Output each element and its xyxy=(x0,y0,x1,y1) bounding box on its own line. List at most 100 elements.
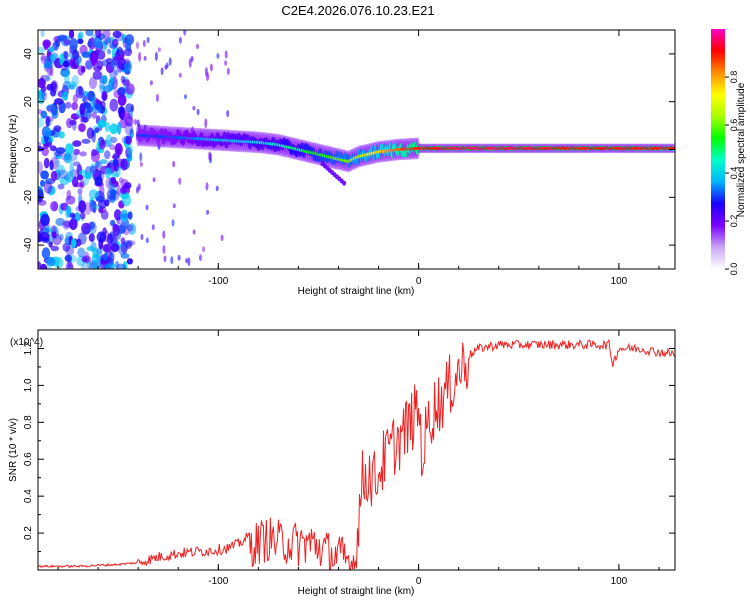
noise-blob xyxy=(196,43,199,50)
colorbar-tick-label: 0.4 xyxy=(729,167,739,180)
noise-blob xyxy=(60,202,69,211)
noise-blob xyxy=(49,54,56,61)
noise-blob xyxy=(196,108,200,116)
noise-blob xyxy=(72,49,80,60)
colorbar-tick-label: 0.6 xyxy=(729,119,739,132)
noise-blob xyxy=(101,75,108,85)
noise-blob xyxy=(146,36,150,44)
noise-blob xyxy=(109,76,114,85)
noise-blob xyxy=(81,116,89,123)
spectrogram-marks xyxy=(38,30,675,269)
noise-blob xyxy=(42,226,53,233)
noise-blob xyxy=(172,160,176,168)
noise-blob xyxy=(38,161,43,174)
noise-blob xyxy=(115,31,124,42)
noise-blob xyxy=(96,60,104,70)
noise-blob xyxy=(38,146,45,152)
noise-blob xyxy=(83,90,89,97)
noise-blob xyxy=(192,106,196,111)
noise-blob xyxy=(40,53,47,64)
noise-blob xyxy=(120,110,130,120)
noise-blob xyxy=(77,38,84,45)
noise-blob xyxy=(80,211,86,220)
noise-blob xyxy=(41,85,47,93)
noise-blob xyxy=(84,202,92,215)
noise-blob xyxy=(139,152,143,162)
noise-blob xyxy=(38,46,45,54)
noise-blob xyxy=(38,141,42,148)
noise-blob xyxy=(107,79,116,91)
noise-blob xyxy=(104,37,112,45)
noise-blob xyxy=(162,245,166,254)
colorbar-tick-label: 0.8 xyxy=(729,71,739,84)
noise-blob xyxy=(96,253,101,263)
spectrogram-y-ticks: -40 -20 0 20 40 xyxy=(23,48,675,252)
colorbar: 0.0 0.2 0.4 0.6 0.8 Normalized spectral ampl… xyxy=(711,29,747,275)
noise-blob xyxy=(78,31,84,40)
noise-blob xyxy=(208,151,212,161)
noise-blob xyxy=(61,91,69,101)
figure-title: C2E4.2026.076.10.23.E21 xyxy=(281,3,434,18)
noise-blob xyxy=(90,150,100,163)
noise-blob xyxy=(126,224,134,232)
noise-blob xyxy=(49,145,57,152)
noise-blob xyxy=(202,246,206,253)
noise-blob xyxy=(51,107,59,119)
noise-blob xyxy=(88,189,99,200)
noise-blob xyxy=(109,78,117,84)
noise-blob xyxy=(114,143,123,156)
noise-blob xyxy=(78,200,87,213)
noise-blob xyxy=(117,94,127,106)
noise-blob xyxy=(50,81,57,91)
noise-blob xyxy=(143,124,147,130)
noise-blob xyxy=(64,74,70,85)
noise-blob xyxy=(110,60,118,69)
noise-blob xyxy=(124,122,134,136)
y-tick-label: 0.6 xyxy=(23,452,34,466)
noise-blob xyxy=(160,67,164,76)
noise-blob xyxy=(38,78,45,86)
noise-blob xyxy=(128,223,137,235)
noise-blob xyxy=(97,119,107,128)
x-tick-label: 0 xyxy=(416,276,422,287)
noise-blob xyxy=(106,188,117,201)
noise-blob xyxy=(112,158,119,166)
noise-blob xyxy=(224,50,228,59)
noise-blob xyxy=(65,171,74,183)
noise-blob xyxy=(109,98,119,112)
noise-blob xyxy=(171,219,175,227)
noise-blob xyxy=(178,36,182,44)
noise-blob xyxy=(53,98,64,105)
y-tick-label: 1.0 xyxy=(23,378,34,392)
noise-blob xyxy=(94,127,100,133)
noise-blob xyxy=(42,39,51,48)
noise-blob xyxy=(209,63,213,72)
y-tick-label: 0 xyxy=(23,146,34,152)
noise-blob xyxy=(57,34,68,42)
noise-blob xyxy=(58,131,65,139)
noise-blob xyxy=(54,159,61,166)
noise-blob xyxy=(157,143,161,150)
noise-blob xyxy=(63,51,69,60)
noise-blob xyxy=(136,41,139,50)
noise-blob xyxy=(39,263,48,269)
noise-blob xyxy=(163,255,167,263)
noise-blob xyxy=(50,201,58,212)
noise-blob xyxy=(38,232,43,243)
noise-blob xyxy=(65,101,72,109)
noise-blob xyxy=(149,80,153,86)
noise-blob xyxy=(224,60,228,66)
noise-blob xyxy=(65,261,74,269)
noise-blob xyxy=(63,220,71,228)
noise-blob xyxy=(94,104,101,111)
noise-blob xyxy=(162,230,166,239)
noise-blob xyxy=(51,231,57,239)
noise-blob xyxy=(73,161,81,167)
noise-blob xyxy=(168,57,172,66)
noise-blob xyxy=(64,254,73,262)
noise-blob xyxy=(134,119,138,125)
noise-blob xyxy=(92,70,103,80)
noise-blob xyxy=(40,30,45,38)
noise-blob xyxy=(55,217,65,227)
noise-blob xyxy=(95,161,100,168)
